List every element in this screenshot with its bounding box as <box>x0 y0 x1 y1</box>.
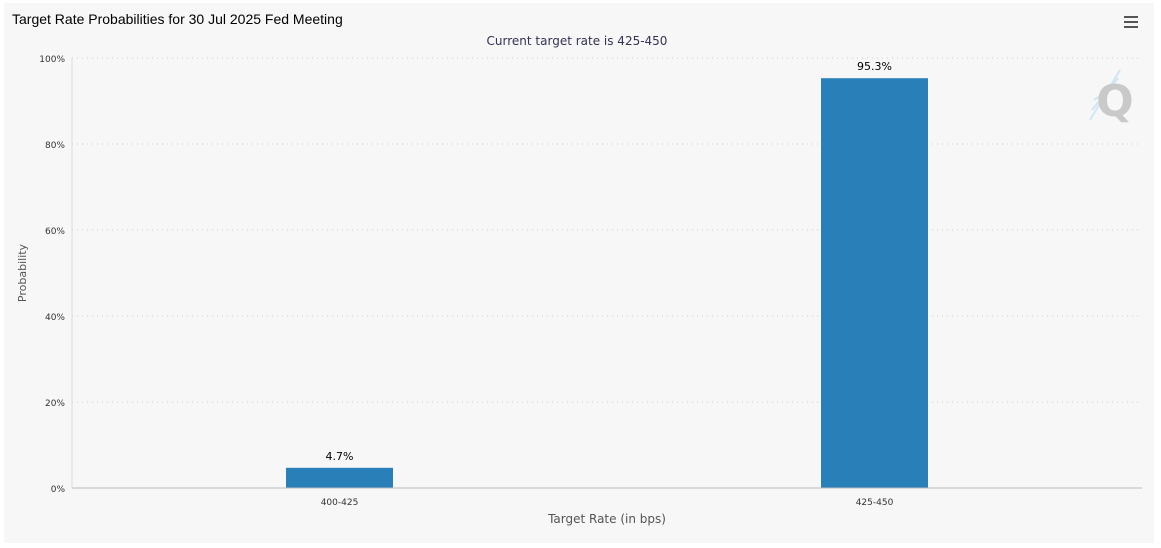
bar[interactable] <box>821 78 928 489</box>
chart-panel <box>4 3 1154 543</box>
gridlines <box>72 57 1142 403</box>
x-axis-label: Target Rate (in bps) <box>547 512 666 526</box>
y-tick-label: 20% <box>45 399 65 409</box>
chart-title: Target Rate Probabilities for 30 Jul 202… <box>12 11 343 27</box>
y-axis-ticks: 0% 20% 40% 60% 80% 100% <box>39 55 65 495</box>
top-divider <box>0 0 808 3</box>
hamburger-menu-icon[interactable] <box>1119 11 1143 33</box>
data-label: 95.3% <box>857 60 892 73</box>
data-label: 4.7% <box>326 450 354 463</box>
y-tick-label: 60% <box>45 227 65 237</box>
y-tick-label: 0% <box>51 485 66 495</box>
watermark-letter: Q <box>1096 76 1133 127</box>
bars: 4.7% 95.3% <box>286 60 928 489</box>
x-tick-label: 425-450 <box>856 498 894 508</box>
y-tick-label: 40% <box>45 313 65 323</box>
y-axis-label: Probability <box>16 243 29 302</box>
y-tick-label: 80% <box>45 141 65 151</box>
watermark-logo: Q <box>1089 69 1134 127</box>
chart-subtitle: Current target rate is 425-450 <box>487 34 668 48</box>
bar[interactable] <box>286 467 393 488</box>
x-axis-ticks: 400-425 425-450 <box>321 498 894 508</box>
x-tick-label: 400-425 <box>321 498 359 508</box>
y-tick-label: 100% <box>39 55 65 65</box>
